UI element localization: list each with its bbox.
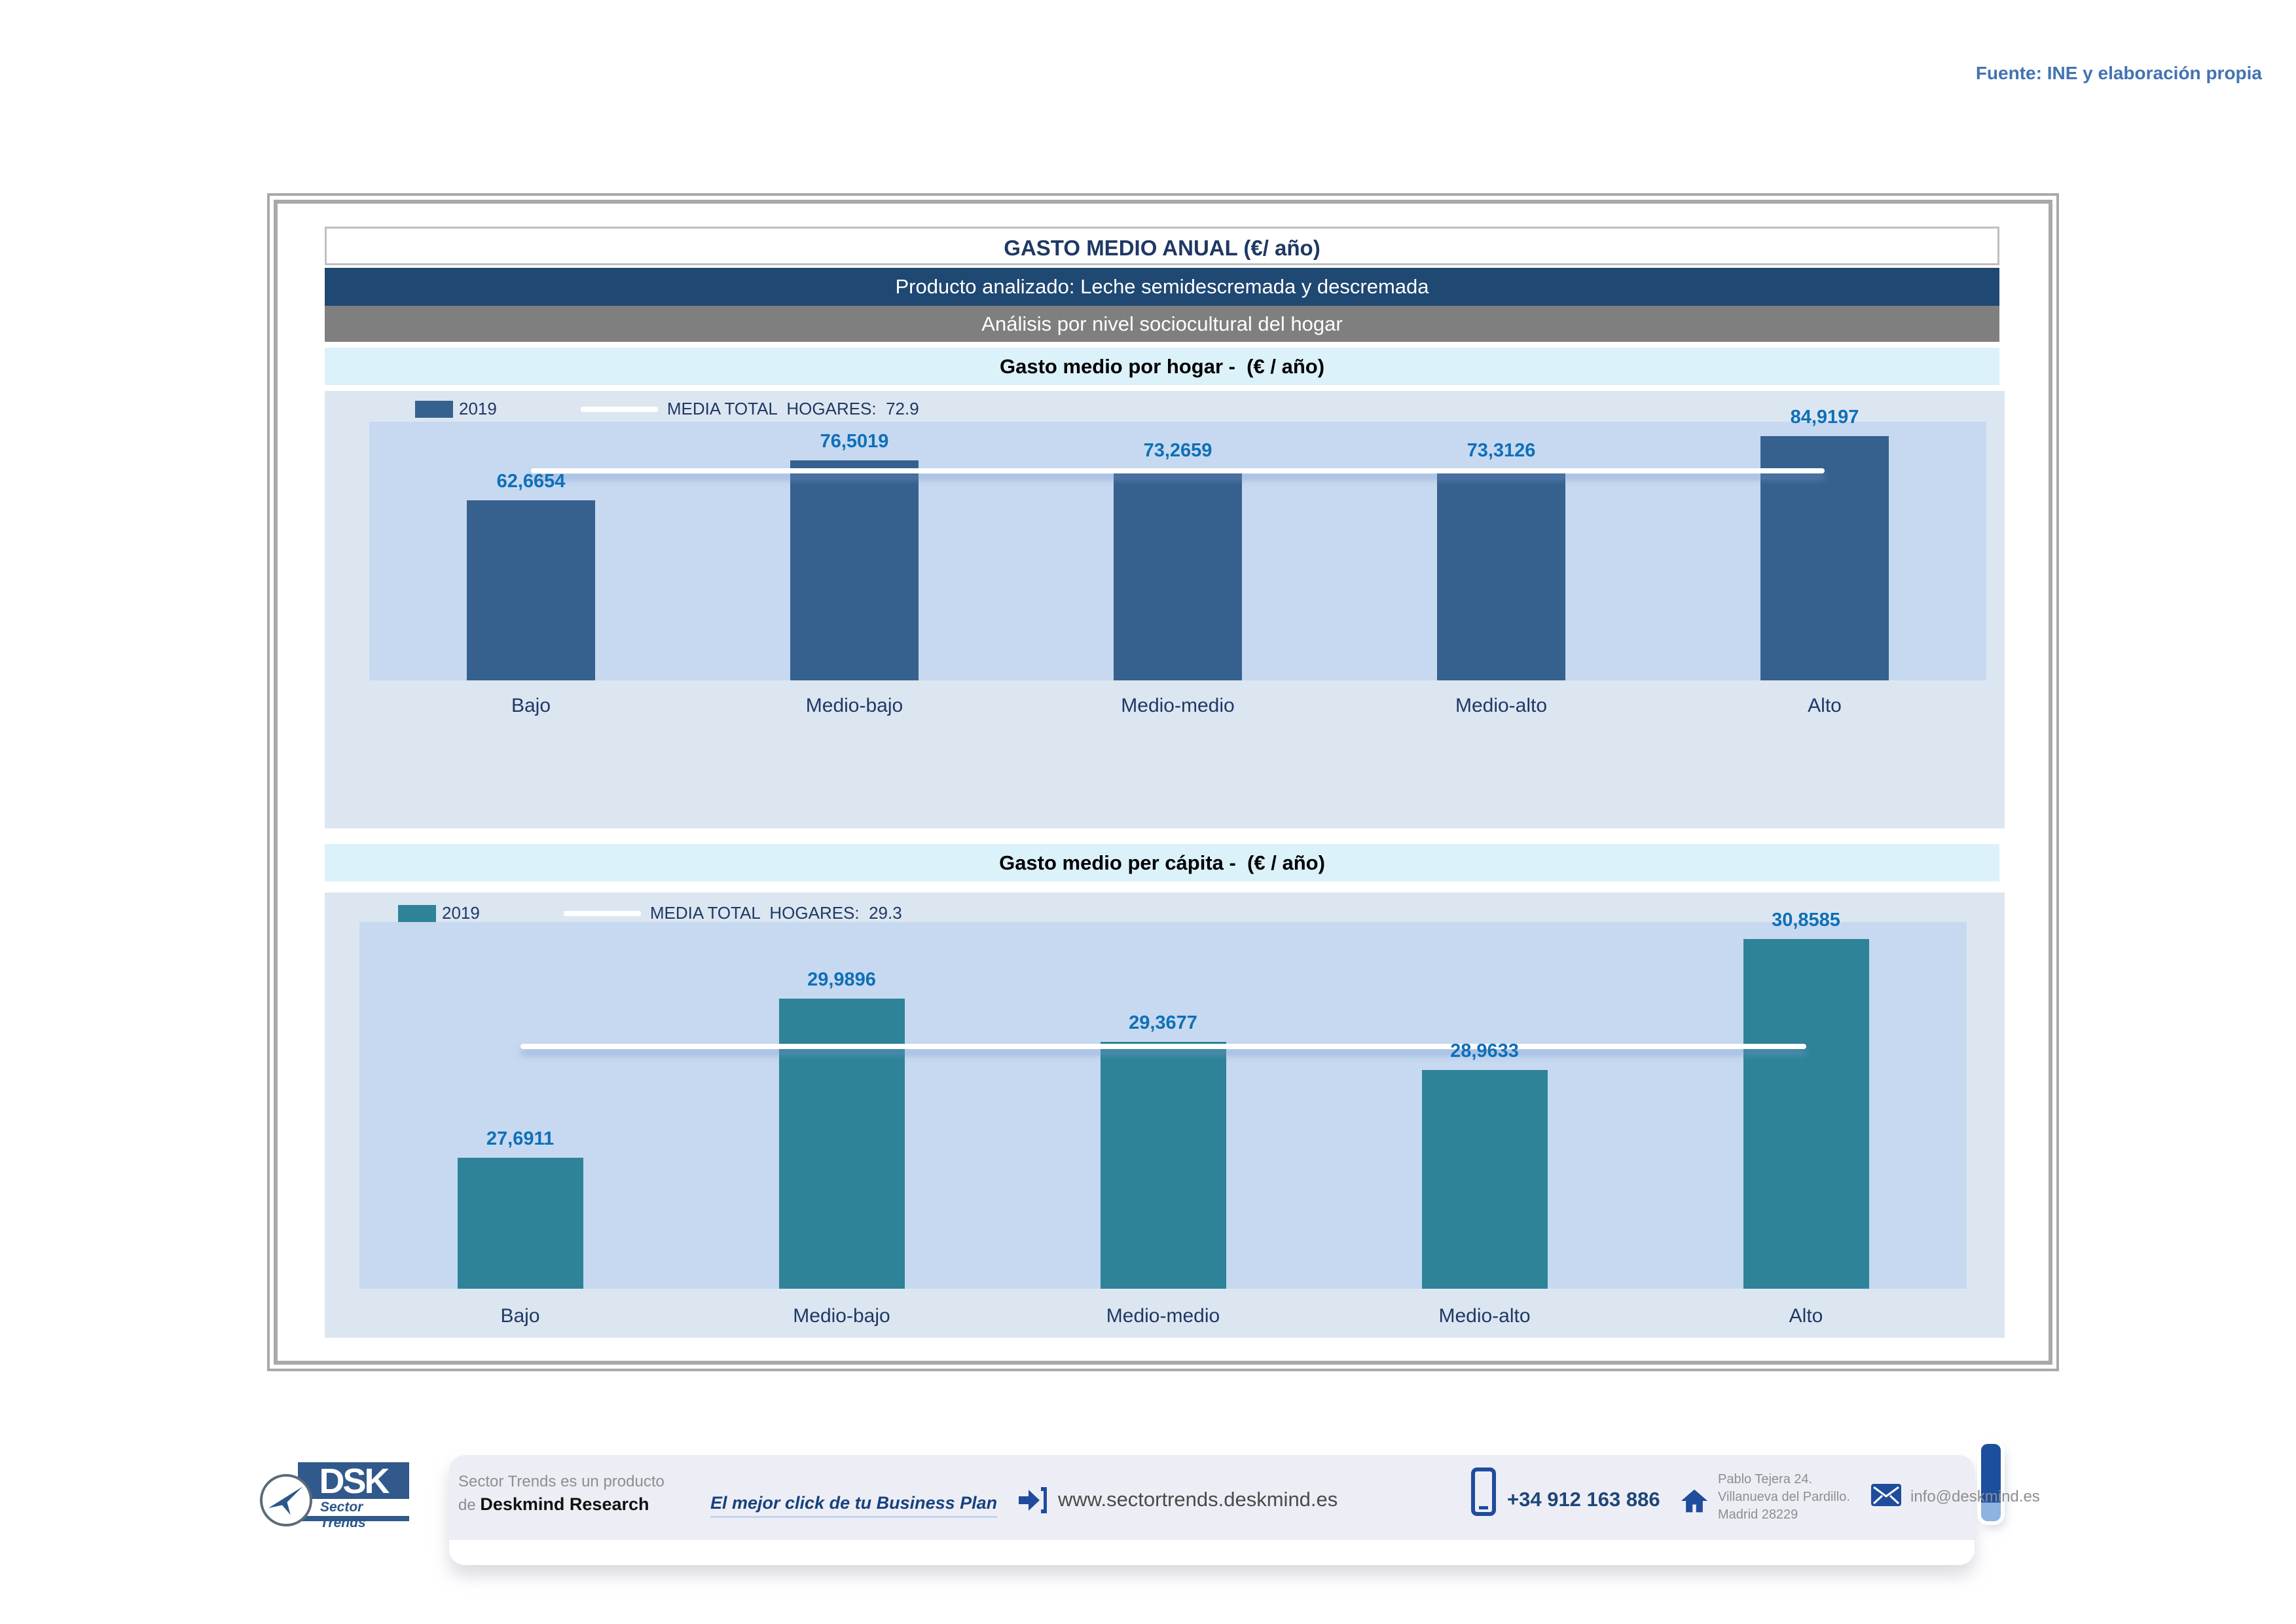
category-label-medio-bajo: Medio-bajo — [793, 1305, 890, 1327]
phone-number[interactable]: +34 912 163 886 — [1507, 1488, 1660, 1511]
producer-line1: Sector Trends es un producto — [458, 1473, 665, 1490]
report-box: GASTO MEDIO ANUAL (€/ año) Producto anal… — [267, 193, 2059, 1371]
website-link[interactable]: www.sectortrends.deskmind.es — [1058, 1488, 1338, 1511]
category-label-bajo: Bajo — [511, 695, 551, 716]
legend-mean-line-swatch — [580, 406, 658, 412]
address-line3: Madrid 28229 — [1718, 1507, 1798, 1522]
value-label-medio-medio: 73,2659 — [1143, 440, 1212, 462]
mail-icon — [1871, 1484, 1901, 1509]
producer-line2-prefix: de — [458, 1496, 481, 1514]
sector-trends-label: Sector Trends — [320, 1500, 366, 1530]
home-icon — [1680, 1488, 1709, 1517]
legend-series-swatch — [415, 400, 453, 418]
arrow-bracket-icon — [1016, 1485, 1048, 1519]
producer-company: Deskmind Research — [480, 1494, 649, 1514]
chart-household: 2019 MEDIA TOTAL HOGARES: 72.9 62,6654 76,5… — [325, 391, 2005, 828]
address: Pablo Tejera 24. Villanueva del Pardillo… — [1718, 1471, 1850, 1524]
value-label-medio-alto: 28,9633 — [1450, 1040, 1519, 1061]
bar-medio-alto — [1437, 470, 1565, 680]
legend-mean-label: MEDIA TOTAL HOGARES: 72.9 — [666, 399, 919, 418]
dsk-logo: DSK Sector Trends — [260, 1462, 416, 1530]
category-label-medio-bajo: Medio-bajo — [805, 695, 903, 716]
chart-legend: 2019 MEDIA TOTAL HOGARES: 29.3 — [398, 903, 902, 923]
dsk-logo-rect: DSK Sector Trends — [298, 1462, 409, 1530]
value-label-medio-alto: 73,3126 — [1467, 440, 1536, 462]
footer-card — [449, 1455, 1975, 1565]
category-label-medio-alto: Medio-alto — [1438, 1305, 1531, 1327]
chart-household-title: Gasto medio por hogar - (€ / año) — [325, 348, 1999, 385]
dsk-logo-band: Sector Trends — [298, 1499, 409, 1530]
analysis-band: Análisis por nivel sociocultural del hog… — [325, 306, 1999, 342]
bar-medio-bajo — [790, 460, 919, 680]
category-label-bajo: Bajo — [500, 1305, 540, 1327]
product-band: Producto analizado: Leche semidescremada… — [325, 268, 1999, 306]
footer-bookmark-tab — [1981, 1444, 2001, 1521]
value-label-alto: 84,9197 — [1790, 407, 1859, 428]
bar-medio-medio — [1114, 470, 1242, 680]
bar-bajo — [467, 500, 595, 680]
chart-capita-title: Gasto medio per cápita - (€ / año) — [325, 844, 1999, 881]
category-label-medio-alto: Medio-alto — [1455, 695, 1548, 716]
bar-alto — [1760, 436, 1889, 680]
value-label-medio-bajo: 29,9896 — [807, 969, 876, 991]
tagline: El mejor click de tu Business Plan — [710, 1493, 998, 1518]
mean-total-line — [531, 468, 1825, 474]
mean-total-line — [520, 1044, 1806, 1050]
chart-capita: 2019 MEDIA TOTAL HOGARES: 29.3 27,6911 29,9… — [325, 893, 2005, 1338]
address-line1: Pablo Tejera 24. — [1718, 1472, 1813, 1486]
legend-series-swatch — [398, 904, 436, 922]
bar-medio-alto — [1421, 1069, 1548, 1289]
paper-plane-icon — [260, 1474, 312, 1526]
value-label-medio-bajo: 76,5019 — [820, 431, 889, 452]
value-label-bajo: 62,6654 — [496, 470, 566, 492]
value-label-medio-medio: 29,3677 — [1129, 1012, 1197, 1034]
source-note: Fuente: INE y elaboración propia — [1975, 63, 2262, 83]
legend-series-label: 2019 — [442, 903, 480, 923]
phone-icon — [1470, 1467, 1497, 1522]
dsk-logo-text: DSK — [319, 1462, 390, 1501]
address-line2: Villanueva del Pardillo. — [1718, 1490, 1850, 1504]
category-label-alto: Alto — [1808, 695, 1842, 716]
producer-text: Sector Trends es un producto de Deskmind… — [458, 1471, 665, 1517]
legend-mean-label: MEDIA TOTAL HOGARES: 29.3 — [649, 903, 902, 923]
category-label-medio-medio: Medio-medio — [1106, 1305, 1220, 1327]
bar-medio-medio — [1100, 1042, 1226, 1289]
email-link[interactable]: info@deskmind.es — [1910, 1488, 2040, 1505]
value-label-alto: 30,8585 — [1772, 909, 1840, 931]
plot-area: 62,6654 76,5019 73,2659 73,3126 84,9197 — [369, 407, 1986, 680]
plot-area: 27,6911 29,9896 29,3677 28,9633 30,8585 — [359, 910, 1967, 1289]
report-title: GASTO MEDIO ANUAL (€/ año) — [325, 227, 1999, 265]
legend-mean-line-swatch — [563, 910, 641, 916]
bar-alto — [1743, 938, 1869, 1289]
category-label-alto: Alto — [1789, 1305, 1823, 1327]
bar-medio-bajo — [778, 999, 905, 1289]
value-label-bajo: 27,6911 — [486, 1128, 555, 1150]
bar-bajo — [457, 1158, 583, 1289]
chart-legend: 2019 MEDIA TOTAL HOGARES: 72.9 — [415, 399, 919, 419]
category-label-medio-medio: Medio-medio — [1121, 695, 1235, 716]
legend-series-label: 2019 — [459, 399, 497, 418]
